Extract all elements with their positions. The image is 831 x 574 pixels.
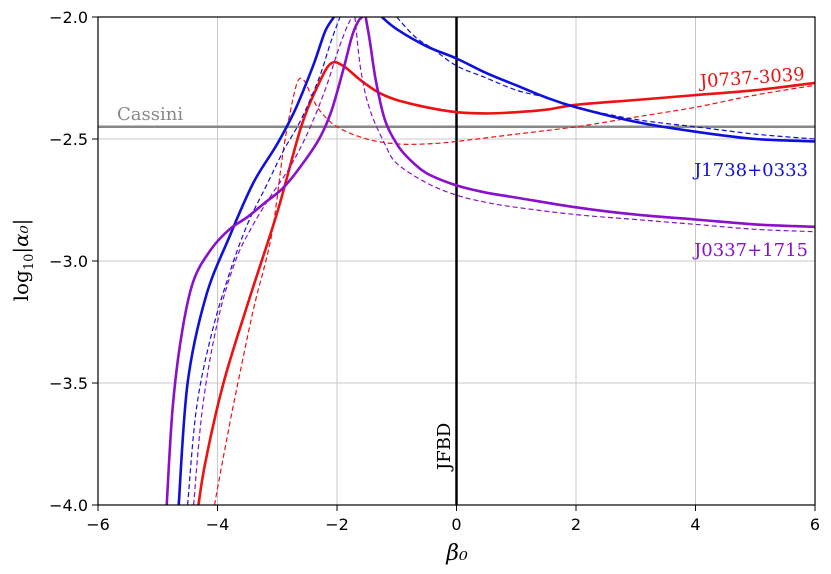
x-tick-label-4: 2 (571, 515, 581, 534)
annotation-jfbd: JFBD (434, 423, 455, 472)
x-tick-label-0: −6 (86, 515, 110, 534)
series-line-6 (165, 17, 364, 505)
y-tick-label-2: −3.0 (49, 252, 88, 271)
x-tick-label-1: −4 (206, 515, 230, 534)
reference-lines (98, 17, 815, 505)
series-line-7 (364, 17, 815, 229)
x-tick-label-2: −2 (325, 515, 349, 534)
y-axis-title-expr: |α₀| (9, 219, 34, 254)
series-line-9 (354, 17, 815, 233)
annotations: J0737-3039J1738+0333J0337+1715CassiniJFB… (117, 64, 808, 472)
y-axis-title: log10|α₀| (9, 219, 37, 302)
plot-area (165, 17, 815, 505)
series-line-4 (187, 17, 341, 505)
series-line-2 (177, 17, 336, 505)
x-axis-title: β₀ (445, 541, 468, 566)
series-line-3 (380, 17, 815, 143)
series-line-8 (193, 17, 353, 505)
y-axis-title-base: log (9, 270, 33, 301)
annotation-cassini: Cassini (117, 104, 183, 125)
ticks: −6 −4 −2 0 2 4 6 −4.0 −3.5 −3.0 −2.5 −2.0 (49, 8, 820, 534)
annotation-j1738-0333: J1738+0333 (692, 160, 808, 181)
y-tick-label-3: −2.5 (49, 130, 88, 149)
y-axis-title-sub: 10 (22, 254, 37, 271)
x-tick-label-3: 0 (451, 515, 461, 534)
series-line-0 (197, 60, 815, 505)
x-tick-label-5: 4 (690, 515, 700, 534)
y-tick-label-0: −4.0 (49, 496, 88, 515)
annotation-j0337-1715: J0337+1715 (692, 240, 808, 261)
series-line-5 (396, 17, 815, 140)
x-tick-label-6: 6 (810, 515, 820, 534)
y-tick-label-1: −3.5 (49, 374, 88, 393)
y-tick-label-4: −2.0 (49, 8, 88, 27)
